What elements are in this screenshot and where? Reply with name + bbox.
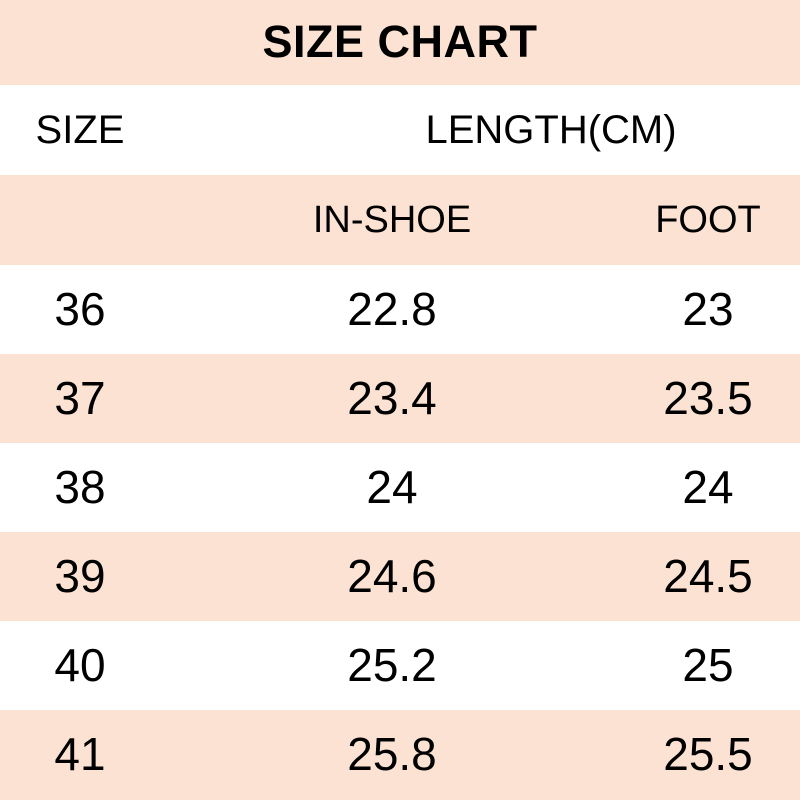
subheader-foot: FOOT (655, 199, 761, 241)
table-row: 41 25.8 25.5 (0, 710, 800, 800)
cell-foot: 24 (682, 461, 734, 513)
cell-foot: 25.5 (663, 728, 753, 780)
cell-size: 41 (54, 728, 106, 780)
cell-in-shoe: 23.4 (347, 372, 437, 424)
table-row: 38 24 24 (0, 443, 800, 532)
table-row: 36 22.8 23 (0, 265, 800, 354)
subheader-in-shoe: IN-SHOE (312, 199, 472, 241)
cell-in-shoe: 25.2 (347, 639, 437, 691)
cell-size: 37 (54, 372, 106, 424)
cell-foot: 23.5 (663, 372, 753, 424)
cell-in-shoe: 24.6 (347, 550, 437, 602)
cell-size: 36 (54, 283, 106, 335)
cell-size: 39 (54, 550, 106, 602)
table-row: 37 23.4 23.5 (0, 354, 800, 443)
header-length: LENGTH(CM) (425, 108, 677, 152)
table-row: 40 25.2 25 (0, 621, 800, 710)
subheader-row: IN-SHOE FOOT (0, 175, 800, 265)
cell-foot: 25 (682, 639, 734, 691)
page-title: SIZE CHART (262, 16, 538, 67)
table-row: 39 24.6 24.5 (0, 532, 800, 621)
title-band: SIZE CHART (0, 0, 800, 85)
header-size: SIZE (35, 108, 125, 152)
header-row: SIZE LENGTH(CM) (0, 85, 800, 175)
cell-foot: 24.5 (663, 550, 753, 602)
cell-in-shoe: 24 (366, 461, 418, 513)
cell-in-shoe: 25.8 (347, 728, 437, 780)
cell-in-shoe: 22.8 (347, 283, 437, 335)
cell-size: 38 (54, 461, 106, 513)
cell-foot: 23 (682, 283, 734, 335)
cell-size: 40 (54, 639, 106, 691)
